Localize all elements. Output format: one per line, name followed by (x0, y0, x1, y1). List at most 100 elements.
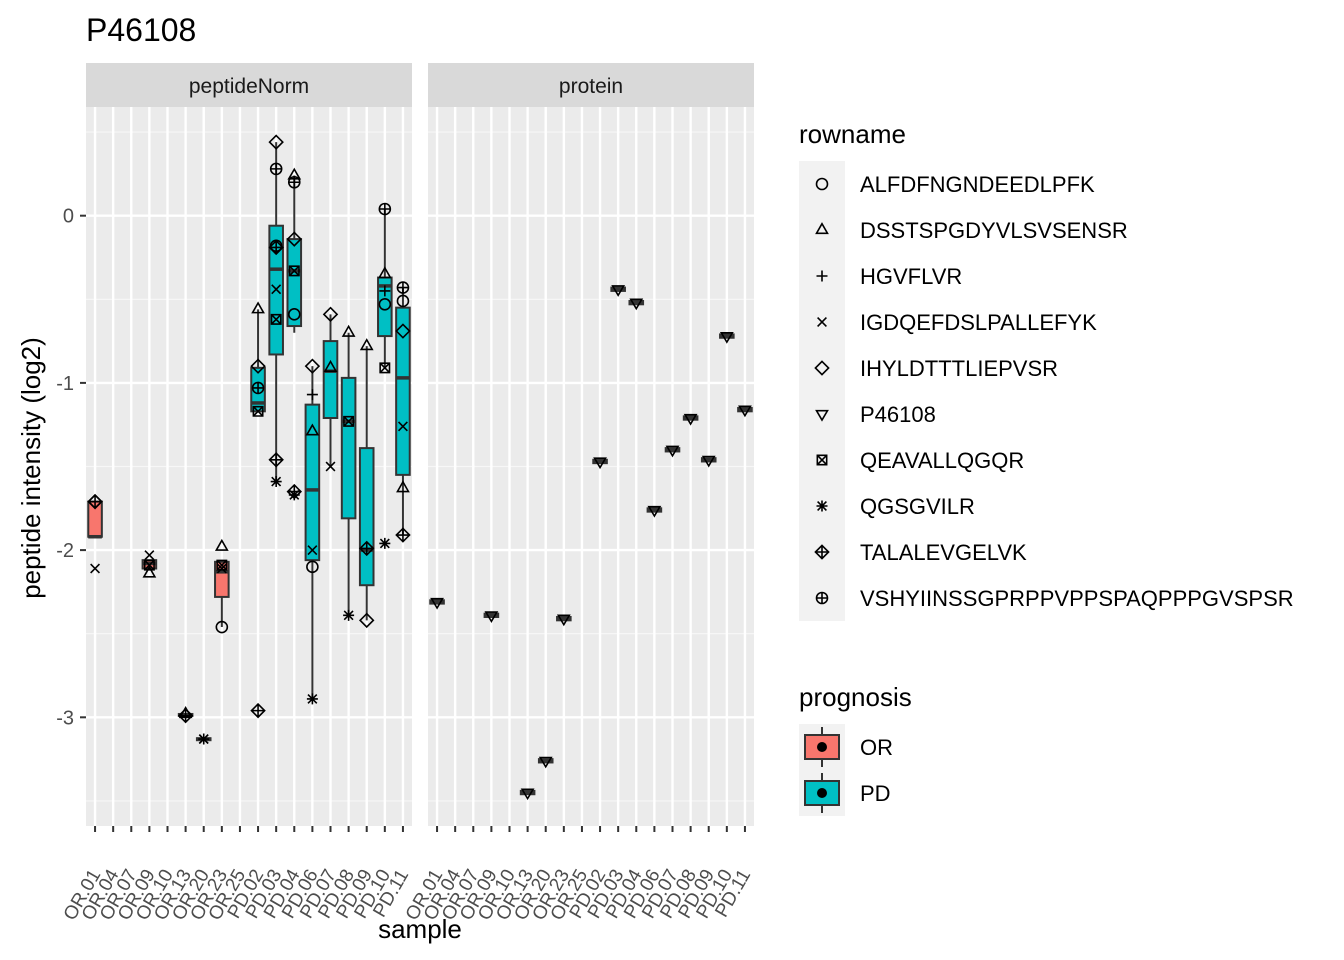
box-body (322, 340, 339, 420)
point-triangle (341, 324, 356, 337)
point-asterisk (198, 733, 210, 745)
point-diamond-plus (87, 493, 103, 510)
legend-key-triangle (815, 222, 829, 235)
y-axis: 0 -1 -2 -3 (56, 206, 86, 729)
point-triangle (377, 266, 392, 279)
point-diamond (286, 231, 303, 247)
boxplot-PD.08 (340, 332, 357, 616)
point-triangle (323, 359, 338, 372)
point-square-x (343, 415, 355, 427)
point-asterisk (343, 609, 355, 621)
boxplot-PD.09 (700, 457, 717, 463)
legend-key-asterisk (816, 500, 828, 512)
boxplot-OR.01 (429, 599, 445, 605)
legend-label: PD (860, 781, 891, 806)
point-cross (307, 545, 318, 556)
point-cross (397, 421, 408, 432)
facet-strip-label: protein (559, 75, 623, 98)
point-cross (90, 563, 101, 574)
y-tick-label: -2 (56, 540, 74, 562)
legend-key-diamond (814, 360, 830, 376)
point-diamond-plus (395, 527, 411, 543)
legend-key-circle-plus (815, 591, 829, 605)
boxplot-OR.23 (556, 615, 572, 622)
legend-key-circle (815, 177, 829, 191)
legend-key-square-x (816, 454, 828, 466)
chart-title: P46108 (86, 12, 196, 48)
boxplot-PD.04 (628, 299, 645, 306)
prognosis-legend: prognosis OR PD (799, 682, 912, 816)
point-triangle (359, 338, 374, 351)
point-triangle-down (430, 597, 444, 610)
point-triangle-down (683, 413, 698, 426)
point-triangle-down (738, 405, 752, 418)
box-body (395, 306, 411, 476)
facet-strip-label: peptideNorm (189, 75, 309, 98)
point-asterisk (270, 476, 282, 488)
point-cross (144, 550, 155, 561)
legend-label: QEAVALLQGQR (860, 448, 1024, 473)
point-square-x (379, 362, 391, 374)
point-square-x (288, 265, 300, 277)
y-tick-label: 0 (63, 206, 74, 228)
rowname-legend-title: rowname (799, 119, 906, 149)
legend-key-cross (817, 317, 827, 327)
point-circle (396, 294, 410, 308)
point-circle-plus (251, 381, 265, 395)
point-plus (306, 389, 318, 401)
legend-label: VSHYIINSSGPRPPVPPSPAQPPPGVSPSR (860, 586, 1294, 611)
point-triangle (251, 301, 265, 314)
boxplot-PD.06 (646, 507, 663, 513)
boxplot-PD.07 (664, 447, 681, 453)
point-circle (378, 298, 392, 311)
point-triangle-down (629, 298, 644, 311)
point-diamond (268, 134, 284, 150)
box-body (358, 447, 375, 587)
panel-protein: proteinOR.01OR.04OR.07OR.09OR.10OR.13OR.… (402, 63, 755, 924)
point-square-x (270, 313, 282, 325)
x-axis-title: sample (378, 914, 462, 944)
rowname-legend: rowname ALFDFNGNDEEDLPFK DSSTSPGDYVLSVSEN… (799, 119, 1294, 621)
legend-label: OR (860, 735, 893, 760)
point-triangle-down (484, 611, 499, 623)
facet-strip (86, 63, 412, 107)
point-asterisk (288, 489, 300, 501)
legend-label: TALALEVGELVK (860, 540, 1027, 565)
point-plus (379, 285, 391, 297)
point-cross (216, 563, 227, 574)
point-circle (306, 560, 319, 574)
box-body (304, 403, 321, 562)
boxplot-OR.09 (483, 612, 500, 618)
boxplot-PD.11 (737, 406, 753, 413)
point-cross (271, 284, 282, 295)
boxplot-PD.07 (322, 314, 339, 467)
boxplot-PD.08 (682, 415, 699, 421)
legend-label: IHYLDTTTLIEPVSR (860, 356, 1058, 381)
point-diamond (395, 323, 411, 339)
point-triangle (396, 480, 410, 493)
boxplot-PD.02 (592, 458, 608, 465)
point-triangle (305, 423, 320, 436)
plot-panels: peptideNormOR.01OR.04OR.07OR.09OR.10OR.1… (56, 63, 755, 924)
point-triangle-down (611, 285, 626, 297)
point-asterisk (306, 693, 318, 705)
point-triangle-down (647, 505, 662, 518)
legend-key-dot (817, 788, 827, 798)
point-square-x (216, 559, 228, 571)
y-tick-label: -1 (56, 373, 74, 395)
point-triangle (214, 538, 229, 551)
point-triangle-down (520, 788, 535, 801)
point-diamond (322, 306, 339, 323)
legend-label: IGDQEFDSLPALLEFYK (860, 310, 1097, 335)
point-triangle-down (593, 457, 607, 470)
prognosis-legend-title: prognosis (799, 682, 912, 712)
boxplot-PD.06 (304, 366, 321, 699)
box-body (286, 238, 303, 328)
legend-label: DSSTSPGDYVLSVSENSR (860, 218, 1128, 243)
point-circle-plus (378, 202, 392, 216)
point-square-x (252, 405, 264, 417)
y-tick-label: -3 (56, 707, 74, 729)
point-diamond-plus (250, 702, 266, 719)
legend-label: P46108 (860, 402, 936, 427)
boxplot-PD.03 (610, 286, 626, 292)
